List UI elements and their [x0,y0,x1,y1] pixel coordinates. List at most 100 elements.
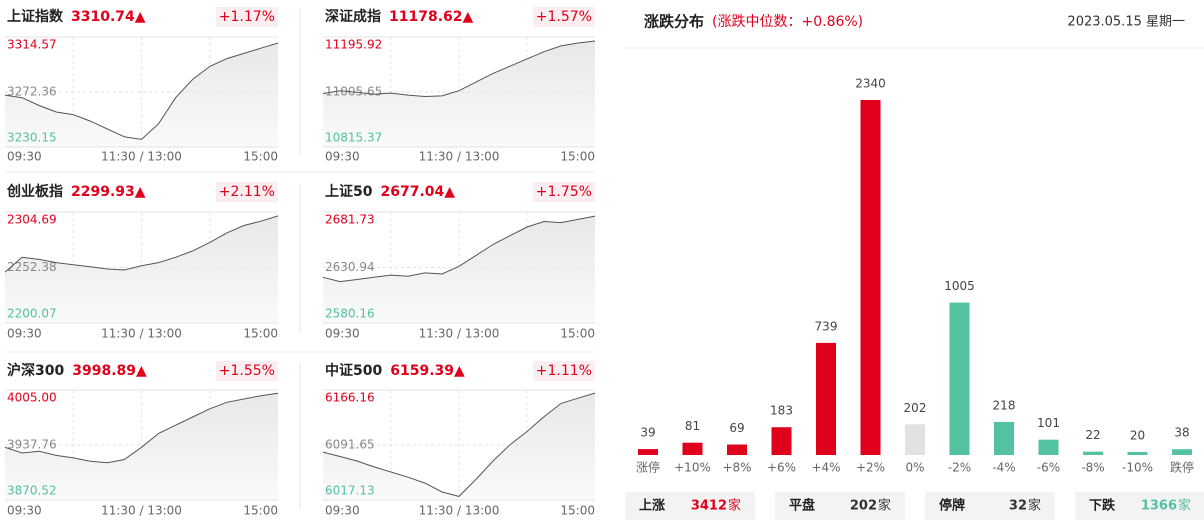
y-tick-label: 2580.16 [325,307,375,321]
index-line [322,392,596,497]
value-label: 739 [815,319,838,333]
x-tick-label: 0% [905,461,924,475]
index-line [322,40,596,98]
bar [1127,451,1148,455]
x-tick-label: 涨停 [636,460,660,475]
value-label: 2340 [855,77,886,91]
chart-title: 涨跌分布 [644,13,704,31]
index-price: 2299.93▲ [71,184,146,200]
x-tick-label: 跌停 [1170,460,1194,475]
summary-count: 1366 [1141,499,1177,514]
summary-unit: 家 [878,498,891,514]
y-tick-label: 2630.94 [325,260,375,274]
index-change: +2.11% [219,184,275,200]
y-tick-label: 6166.16 [325,391,375,405]
x-tick-label: 11:30 / 13:00 [101,150,182,164]
bar [816,342,836,455]
bar [949,302,970,455]
x-tick-label: +10% [674,461,711,475]
index-line [4,42,279,140]
bar [860,100,881,455]
y-tick-label: 10815.37 [325,131,382,145]
summary-box [925,492,1055,520]
summary-unit: 家 [728,498,741,514]
x-tick-label: 11:30 / 13:00 [101,327,182,341]
y-tick-label: 2681.73 [325,213,375,227]
area [5,43,278,147]
x-tick-label: 09:30 [325,150,360,164]
date: 2023.05.15 星期一 [1067,15,1185,30]
x-tick-label: +4% [811,461,840,475]
value-label: 22 [1085,428,1100,442]
index-name: 深证成指 [325,8,381,25]
value-label: 81 [685,419,700,433]
bar [771,427,792,455]
x-tick-label: 09:30 [7,150,42,164]
x-tick-label: 15:00 [243,504,278,518]
summary-count: 202 [850,499,877,514]
bar [905,424,925,455]
value-label: 38 [1174,426,1189,440]
x-tick-label: 11:30 / 13:00 [101,504,182,518]
x-tick-label: -10% [1122,461,1153,475]
index-name: 创业板指 [6,183,63,200]
change-badge [533,7,595,27]
x-tick-label: 15:00 [560,327,595,341]
value-label: 1005 [944,279,975,293]
x-tick-label: -6% [1037,461,1060,475]
x-tick-label: -2% [948,461,971,475]
summary-box [775,492,905,520]
summary-unit: 家 [1028,498,1041,514]
bar [682,442,703,455]
index-line [4,215,279,273]
summary-label: 停牌 [939,498,965,514]
x-tick-label: 09:30 [325,504,360,518]
value-label: 218 [993,398,1016,412]
y-tick-label: 3870.52 [7,484,57,498]
value-label: 202 [904,401,927,415]
y-tick-label: 2304.69 [7,213,57,227]
bar [1083,451,1103,455]
x-tick-label: 15:00 [560,504,595,518]
y-tick-label: 3314.57 [7,38,57,52]
change-badge [216,361,278,381]
value-label: 183 [770,404,793,418]
chart-subtitle: (涨跌中位数：+0.86%) [712,14,863,30]
summary-label: 下跌 [1089,498,1116,514]
index-line [322,215,596,283]
x-tick-label: 09:30 [7,504,42,518]
index-price: 2677.04▲ [380,184,455,200]
index-name: 中证500 [325,362,382,379]
x-tick-label: +6% [767,461,796,475]
summary-unit: 家 [1178,498,1191,514]
x-tick-label: 15:00 [560,150,595,164]
index-change: +1.57% [536,9,592,25]
bar [727,444,747,455]
index-change: +1.75% [536,184,592,200]
index-price: 6159.39▲ [390,363,465,379]
bar [994,421,1014,455]
x-tick-label: 09:30 [325,327,360,341]
area [323,393,595,500]
index-price: 3310.74▲ [71,9,146,25]
value-label: 20 [1130,428,1145,442]
x-tick-label: +2% [856,461,885,475]
y-tick-label: 4005.00 [7,391,57,405]
x-tick-label: 15:00 [243,327,278,341]
y-tick-label: 6017.13 [325,484,375,498]
area [5,393,278,500]
summary-count: 32 [1009,499,1027,514]
y-tick-label: 11195.92 [325,38,382,52]
x-tick-label: 09:30 [7,327,42,341]
x-tick-label: 11:30 / 13:00 [419,327,500,341]
x-tick-label: -4% [992,461,1015,475]
summary-count: 3412 [691,499,727,514]
index-price: 11178.62▲ [389,9,474,25]
area [323,216,595,323]
summary-label: 上涨 [639,499,665,514]
value-label: 69 [729,421,744,435]
summary-box [1075,492,1204,520]
index-change: +1.11% [536,363,592,379]
x-tick-label: 11:30 / 13:00 [419,504,500,518]
